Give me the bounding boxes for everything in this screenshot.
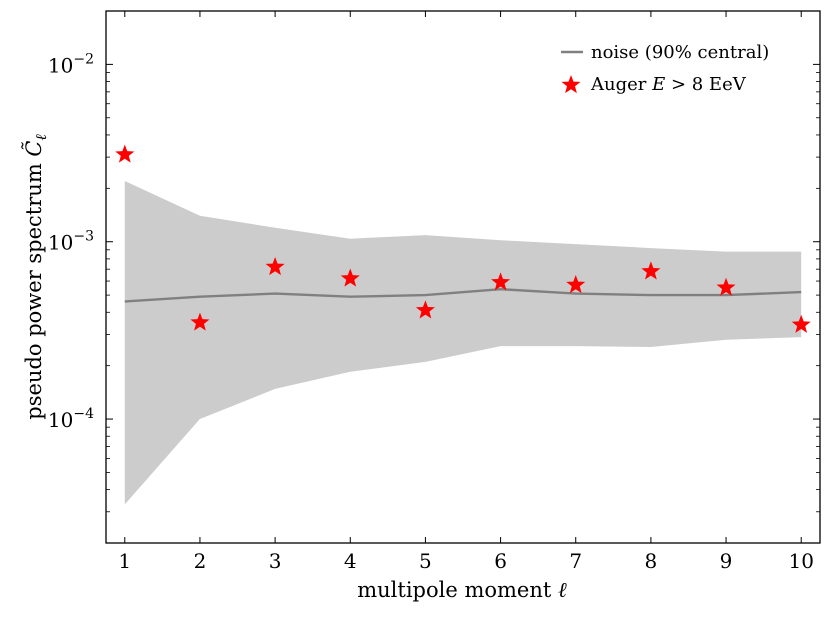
x-tick-label: 5 xyxy=(419,549,432,573)
auger-point xyxy=(115,144,135,163)
x-tick-label: 2 xyxy=(194,549,207,573)
x-tick-label: 3 xyxy=(269,549,282,573)
auger-point xyxy=(641,261,661,280)
x-axis-title: multipole moment ℓ xyxy=(357,578,567,602)
x-tick-label: 9 xyxy=(720,549,733,573)
auger-point xyxy=(491,272,511,291)
y-axis-title: pseudo power spectrum C̃ℓ xyxy=(22,134,50,419)
noise-median-line xyxy=(124,287,802,303)
auger-point xyxy=(190,312,210,331)
x-axis: 1 2 3 4 5 6 7 8 9 10 xyxy=(118,11,814,573)
x-tick-label: 4 xyxy=(344,549,357,573)
legend-auger-suffix: > 8 EeV xyxy=(665,74,746,95)
x-tick-label: 10 xyxy=(788,549,813,573)
auger-point xyxy=(791,314,811,333)
legend: noise (90% central) Auger E > 8 EeV xyxy=(561,42,769,95)
x-tick-label: 1 xyxy=(118,549,131,573)
auger-point xyxy=(340,268,360,287)
x-tick-label: 8 xyxy=(645,549,658,573)
auger-point xyxy=(265,257,285,276)
y-axis-title-subscript: ℓ xyxy=(32,134,50,140)
plot-frame xyxy=(105,10,821,544)
noise-band xyxy=(124,181,802,505)
y-axis-title-symbol: C̃ xyxy=(22,141,46,157)
y-axis: 10−2 10−3 10−4 xyxy=(48,51,820,513)
auger-point xyxy=(415,300,435,319)
y-tick-label: 10−4 xyxy=(48,406,94,432)
x-tick-label: 6 xyxy=(494,549,507,573)
x-axis-title-symbol: ℓ xyxy=(558,578,567,602)
legend-star-icon xyxy=(561,75,581,94)
y-axis-title-text: pseudo power spectrum xyxy=(22,157,46,420)
legend-auger-label: Auger E > 8 EeV xyxy=(590,74,747,95)
legend-auger-prefix: Auger xyxy=(590,74,652,95)
x-axis-title-text: multipole moment xyxy=(357,578,558,602)
auger-point xyxy=(566,275,586,294)
auger-points xyxy=(115,144,811,333)
y-tick-label: 10−3 xyxy=(48,229,94,255)
legend-noise-label: noise (90% central) xyxy=(591,42,769,63)
plot-area xyxy=(115,144,811,505)
x-tick-label: 7 xyxy=(569,549,582,573)
legend-auger-symbol: E xyxy=(651,74,665,95)
y-tick-label: 10−2 xyxy=(48,51,94,77)
auger-point xyxy=(716,277,736,296)
